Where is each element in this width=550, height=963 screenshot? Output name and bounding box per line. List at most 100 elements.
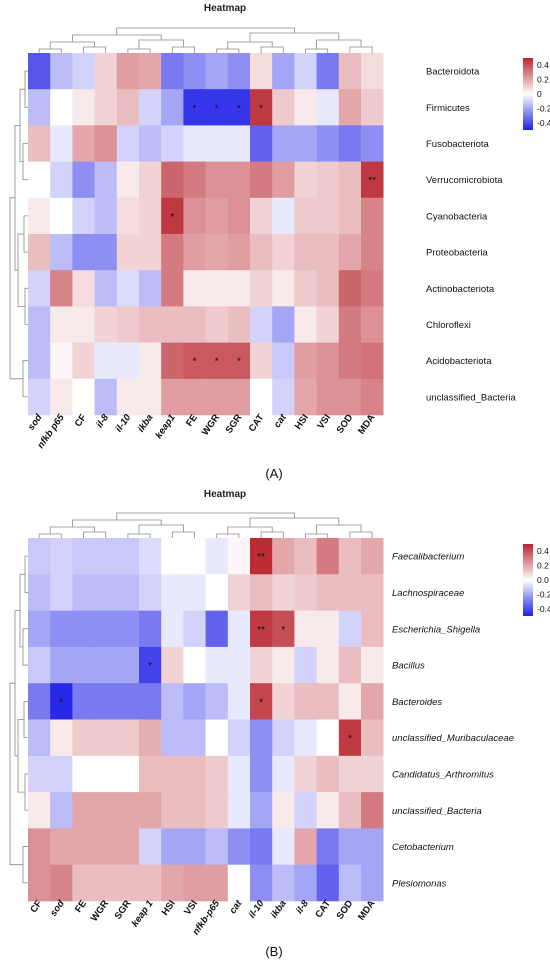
heatmap-cell xyxy=(316,574,340,611)
significance-mark: * xyxy=(237,103,241,114)
heatmap-cell xyxy=(227,378,251,416)
heatmap-cell xyxy=(272,755,295,793)
heatmap-cell xyxy=(72,755,95,793)
heatmap-cell xyxy=(94,646,118,684)
heatmap-cell xyxy=(139,342,162,380)
heatmap-cell xyxy=(205,538,229,575)
heatmap-cell xyxy=(294,89,317,126)
row-dendrogram xyxy=(9,555,28,884)
heatmap-cell xyxy=(183,234,206,271)
heatmap-cell xyxy=(205,574,229,611)
heatmap-cell xyxy=(161,538,184,575)
heatmap-cell xyxy=(72,89,95,126)
significance-mark: * xyxy=(259,697,263,708)
heatmap-cell xyxy=(272,342,295,380)
heatmap-cell xyxy=(205,53,229,90)
heatmap-cell xyxy=(50,828,73,865)
heatmap-cell xyxy=(94,53,118,90)
heatmap-cell xyxy=(28,755,51,793)
heatmap-cell xyxy=(72,125,95,162)
heatmap-cell xyxy=(28,197,51,235)
column-label: WGR xyxy=(89,898,111,923)
significance-marks: * * * ***** * * xyxy=(170,103,376,367)
heatmap-cell xyxy=(161,683,184,720)
heatmap-cell xyxy=(139,197,162,235)
column-dendrogram xyxy=(38,512,373,538)
heatmap-cell xyxy=(361,538,384,575)
heatmap-cell xyxy=(338,197,362,235)
dendrogram-branch xyxy=(38,533,62,538)
row-label: Faecalibacterium xyxy=(392,552,464,563)
heatmap-cell xyxy=(72,610,95,648)
heatmap-cell xyxy=(50,538,73,575)
heatmap-cell xyxy=(250,378,273,416)
heatmap-cell xyxy=(338,125,362,162)
heatmap-cell xyxy=(183,342,206,380)
heatmap-cell xyxy=(139,646,162,684)
heatmap-cell xyxy=(72,719,95,757)
row-label: unclassified_Muribaculaceae xyxy=(392,733,514,744)
heatmap-cell xyxy=(338,538,362,575)
heatmap-cell xyxy=(361,719,384,757)
heatmap-cell xyxy=(28,234,51,271)
heatmap-cell xyxy=(161,197,184,235)
heatmap-cell xyxy=(205,89,229,126)
heatmap-cell xyxy=(28,378,51,416)
heatmap-cell xyxy=(205,197,229,235)
heatmap-cell xyxy=(28,646,51,684)
heatmap-cell xyxy=(227,125,251,162)
dendrogram-branch xyxy=(138,524,184,534)
heatmap-cell xyxy=(205,342,229,380)
heatmap-cell xyxy=(28,89,51,126)
heatmap-cell xyxy=(294,574,317,611)
dendrogram-branch xyxy=(227,41,273,49)
heatmap-cell xyxy=(72,646,95,684)
panel-b-title: Heatmap xyxy=(204,489,246,500)
heatmap-cell xyxy=(50,53,73,90)
dendrogram-branch xyxy=(14,610,20,757)
heatmap-cell xyxy=(161,89,184,126)
row-dendrogram xyxy=(9,70,28,398)
heatmap-cell xyxy=(139,755,162,793)
heatmap-cell xyxy=(338,378,362,416)
heatmap-cell xyxy=(72,161,95,199)
row-label: Proteobacteria xyxy=(426,248,489,259)
dendrogram-branch xyxy=(316,39,362,49)
row-label: Escherichia_Shigella xyxy=(392,624,480,635)
column-label: keap 1 xyxy=(130,898,156,929)
heatmap-cell xyxy=(161,755,184,793)
heatmap-cells xyxy=(28,538,384,902)
heatmap-cell xyxy=(161,646,184,684)
heatmap-cell xyxy=(250,864,273,902)
panel-b: Heatmap **** *** ** FaecalibacteriumLachno… xyxy=(9,489,550,959)
heatmap-cell xyxy=(361,828,384,865)
heatmap-cell xyxy=(28,864,51,902)
heatmap-cell xyxy=(205,306,229,343)
heatmap-cell xyxy=(116,342,140,380)
heatmap-cell xyxy=(50,755,73,793)
dendrogram-branch xyxy=(260,531,284,538)
panel-a-label: (A) xyxy=(265,466,282,481)
heatmap-cell xyxy=(116,306,140,343)
heatmap-cell xyxy=(361,234,384,271)
dendrogram-branch xyxy=(24,287,28,325)
heatmap-cell xyxy=(116,197,140,235)
heatmap-cell xyxy=(294,755,317,793)
heatmap-cell xyxy=(183,683,206,720)
heatmap-cell xyxy=(50,125,73,162)
heatmap-cell xyxy=(183,646,206,684)
heatmap-cell xyxy=(161,610,184,648)
heatmap-cell xyxy=(338,342,362,380)
heatmap-cell xyxy=(205,683,229,720)
heatmap-cell xyxy=(227,646,251,684)
legend-tick-label: 0 xyxy=(537,89,542,99)
heatmap-cell xyxy=(338,161,362,199)
row-label: Firmicutes xyxy=(426,103,470,114)
heatmap-cell xyxy=(227,828,251,865)
heatmap-cell xyxy=(116,792,140,829)
column-label: SGR xyxy=(113,898,134,921)
heatmap-cell xyxy=(316,792,340,829)
heatmap-cell xyxy=(338,755,362,793)
heatmap-cell xyxy=(139,574,162,611)
